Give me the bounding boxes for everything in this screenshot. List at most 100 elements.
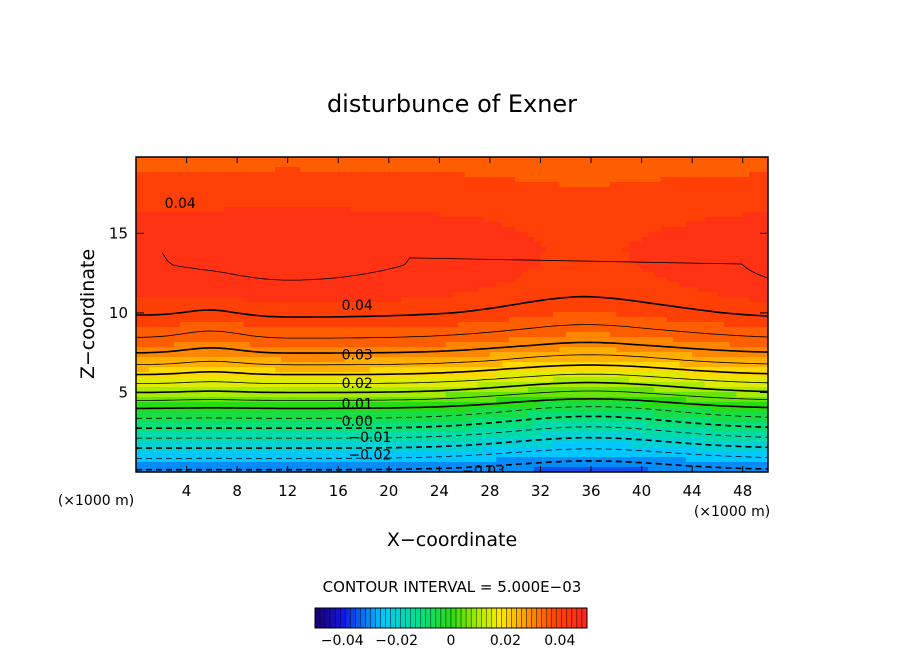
field-cell: [534, 257, 542, 263]
field-cell: [553, 377, 561, 383]
field-cell: [470, 342, 478, 348]
field-cell: [142, 262, 150, 268]
field-cell: [502, 432, 510, 438]
field-cell: [527, 297, 535, 303]
field-cell: [496, 427, 504, 433]
field-cell: [534, 177, 542, 183]
field-cell: [426, 182, 434, 188]
field-cell: [540, 272, 548, 278]
field-cell: [458, 242, 466, 248]
field-cell: [262, 392, 270, 398]
field-cell: [635, 232, 643, 238]
field-cell: [230, 442, 238, 448]
field-cell: [287, 247, 295, 253]
field-cell: [338, 157, 346, 163]
field-cell: [186, 207, 194, 213]
field-cell: [420, 162, 428, 168]
field-cell: [167, 212, 175, 218]
field-cell: [452, 342, 459, 348]
field-cell: [458, 247, 466, 253]
field-cell: [376, 197, 384, 203]
field-cell: [433, 397, 440, 403]
field-cell: [281, 432, 289, 438]
field-cell: [249, 357, 257, 363]
field-cell: [369, 207, 377, 213]
field-cell: [154, 247, 162, 253]
field-cell: [211, 187, 219, 193]
field-cell: [287, 327, 295, 333]
field-cell: [325, 462, 333, 468]
field-cell: [376, 402, 384, 408]
field-cell: [331, 367, 339, 373]
field-cell: [433, 452, 440, 458]
field-cell: [502, 232, 510, 238]
field-cell: [142, 342, 150, 348]
field-cell: [344, 207, 352, 213]
field-cell: [186, 292, 194, 298]
field-cell: [603, 357, 611, 363]
field-cell: [382, 202, 390, 208]
field-cell: [426, 237, 434, 243]
field-cell: [470, 222, 478, 228]
field-cell: [553, 232, 561, 238]
field-cell: [167, 432, 175, 438]
field-cell: [173, 272, 181, 278]
field-cell: [496, 432, 504, 438]
field-cell: [433, 237, 440, 243]
field-cell: [325, 347, 333, 353]
field-cell: [287, 262, 295, 268]
field-cell: [275, 217, 282, 223]
field-cell: [489, 422, 497, 428]
field-cell: [388, 432, 396, 438]
field-cell: [167, 222, 175, 228]
field-cell: [186, 287, 194, 293]
field-cell: [628, 407, 636, 413]
field-cell: [439, 377, 447, 383]
field-cell: [496, 337, 504, 343]
field-cell: [477, 342, 485, 348]
field-cell: [344, 332, 352, 338]
field-cell: [508, 217, 516, 223]
field-cell: [136, 227, 143, 233]
field-cell: [395, 347, 403, 353]
field-cell: [584, 407, 592, 413]
field-cell: [167, 452, 175, 458]
field-cell: [357, 237, 365, 243]
field-cell: [559, 232, 567, 238]
field-cell: [382, 362, 390, 368]
field-cell: [489, 452, 497, 458]
field-cell: [350, 457, 358, 463]
field-cell: [414, 457, 421, 463]
field-cell: [502, 287, 510, 293]
field-cell: [376, 367, 384, 373]
field-cell: [192, 427, 200, 433]
field-cell: [610, 182, 617, 188]
field-cell: [262, 442, 270, 448]
field-cell: [445, 282, 453, 288]
field-cell: [173, 167, 181, 173]
field-cell: [508, 272, 516, 278]
field-cell: [578, 337, 586, 343]
field-cell: [470, 372, 478, 378]
field-cell: [319, 177, 327, 183]
field-cell: [262, 182, 270, 188]
field-cell: [464, 337, 472, 343]
field-cell: [319, 282, 327, 288]
field-cell: [445, 257, 453, 263]
field-cell: [622, 362, 630, 368]
field-cell: [565, 332, 573, 338]
field-cell: [275, 377, 282, 383]
field-cell: [186, 357, 194, 363]
field-cell: [496, 467, 504, 472]
field-cell: [319, 462, 327, 468]
field-cell: [376, 312, 384, 318]
field-cell: [142, 462, 150, 468]
field-cell: [218, 262, 226, 268]
field-cell: [230, 217, 238, 223]
field-cell: [268, 302, 276, 308]
field-cell: [584, 307, 592, 313]
field-cell: [464, 427, 472, 433]
field-cell: [388, 227, 396, 233]
field-cell: [312, 217, 320, 223]
field-cell: [597, 317, 605, 323]
